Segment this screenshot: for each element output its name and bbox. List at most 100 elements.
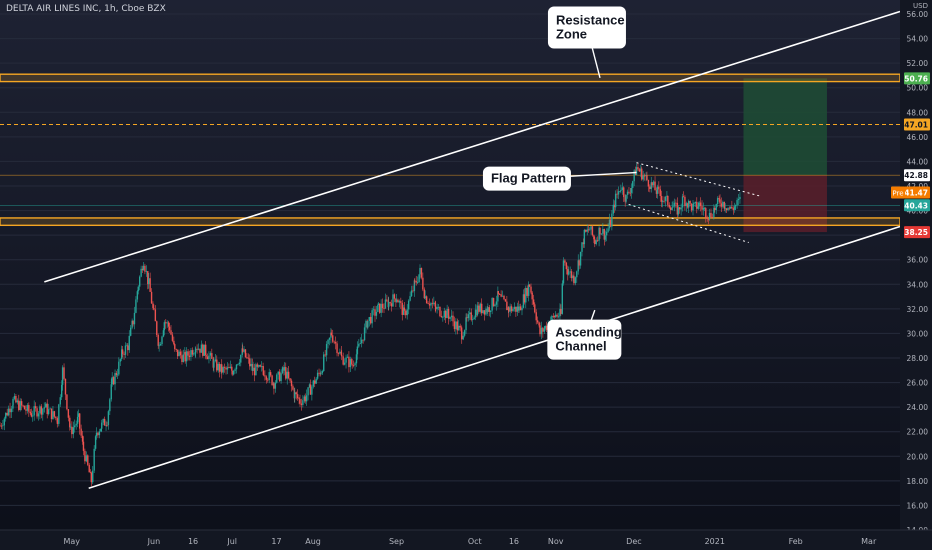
candle-body: [217, 363, 219, 371]
candle-body: [430, 303, 432, 306]
candle-body: [664, 196, 667, 201]
candle-body: [503, 295, 505, 300]
candle-body: [444, 310, 447, 319]
candle-body: [487, 307, 489, 312]
time-axis-panel: [0, 530, 932, 550]
candle-body: [393, 294, 396, 299]
candle-body: [78, 413, 81, 429]
candle-body: [402, 307, 405, 315]
candle-body: [731, 206, 733, 209]
candle-body: [174, 344, 176, 350]
candle-body: [40, 406, 43, 415]
candle-body: [47, 409, 50, 415]
candle-body: [690, 203, 693, 211]
candle-body: [608, 219, 611, 229]
candle-body: [409, 296, 411, 301]
candle-body: [652, 181, 655, 186]
candle-body: [196, 348, 198, 350]
candle-body: [231, 370, 233, 375]
candle-body: [32, 415, 34, 417]
candle-body: [76, 416, 79, 424]
x-tick-label: Aug: [305, 537, 321, 546]
candle-body: [698, 202, 700, 207]
candle-body: [619, 190, 621, 192]
candle-body: [56, 422, 59, 424]
candle-body: [450, 315, 453, 318]
candle-body: [629, 192, 632, 194]
candle-body: [734, 205, 737, 207]
candle-body: [381, 303, 384, 309]
candle-body: [405, 310, 407, 316]
candle-body: [6, 412, 8, 416]
chart-title: DELTA AIR LINES INC, 1h, Cboe BZX: [6, 4, 166, 14]
x-tick-label: 16: [188, 537, 198, 546]
candle-body: [119, 359, 121, 362]
candle-body: [651, 182, 653, 186]
candle-body: [137, 286, 139, 292]
candle-body: [12, 398, 14, 406]
candle-body: [682, 196, 685, 198]
candle-body: [168, 326, 171, 331]
candle-body: [678, 207, 681, 210]
candle-body: [699, 202, 702, 207]
candle-body: [545, 325, 548, 330]
candle-body: [281, 367, 284, 374]
candle-body: [630, 187, 633, 193]
candle-body: [703, 208, 706, 209]
price-tag-label: 47.01: [904, 120, 928, 129]
candle-body: [163, 322, 166, 331]
candle-body: [536, 320, 539, 323]
candle-body: [583, 229, 586, 245]
candle-body: [136, 291, 139, 300]
candle-body: [316, 372, 319, 379]
candle-body: [716, 198, 719, 205]
candle-body: [540, 327, 543, 335]
candle-body: [410, 290, 413, 297]
candle-body: [294, 392, 296, 399]
candle-body: [208, 355, 210, 360]
candle-body: [422, 277, 424, 290]
candle-body: [579, 251, 582, 266]
candle-body: [346, 356, 349, 358]
candle-body: [522, 294, 525, 308]
candle-body: [190, 350, 192, 357]
candle-body: [255, 364, 257, 376]
candle-body: [238, 362, 241, 365]
candle-body: [256, 364, 259, 367]
candle-body: [315, 378, 317, 384]
price-zone: [0, 217, 901, 227]
price-tag: [904, 199, 930, 212]
candle-body: [513, 306, 516, 309]
candle-body: [363, 327, 366, 341]
candle-body: [564, 260, 566, 263]
candle-body: [641, 168, 643, 180]
candle-body: [471, 319, 474, 320]
price-tag: [904, 118, 930, 131]
candle-body: [111, 377, 113, 385]
y-tick-label: 36.00: [907, 256, 929, 265]
candle-body: [633, 170, 635, 182]
candle-body: [58, 404, 60, 424]
candle-body: [732, 208, 735, 210]
candle-body: [214, 359, 217, 361]
candle-body: [378, 303, 381, 313]
candle-body: [551, 315, 553, 323]
candle-body: [368, 317, 370, 322]
candle-body: [222, 367, 224, 373]
candle-body: [84, 450, 86, 462]
x-tick-label: Nov: [548, 537, 564, 546]
candle-body: [225, 367, 227, 370]
candle-body: [372, 309, 375, 311]
candle-body: [298, 398, 300, 400]
candle-body: [358, 343, 360, 347]
candle-body: [567, 272, 570, 275]
candle-body: [123, 353, 125, 355]
candle-body: [133, 312, 136, 325]
candle-body: [501, 295, 504, 297]
candle-body: [110, 384, 112, 400]
candle-body: [562, 260, 565, 284]
candle-body: [61, 367, 64, 385]
candle-body: [512, 308, 514, 312]
candle-body: [269, 372, 272, 376]
